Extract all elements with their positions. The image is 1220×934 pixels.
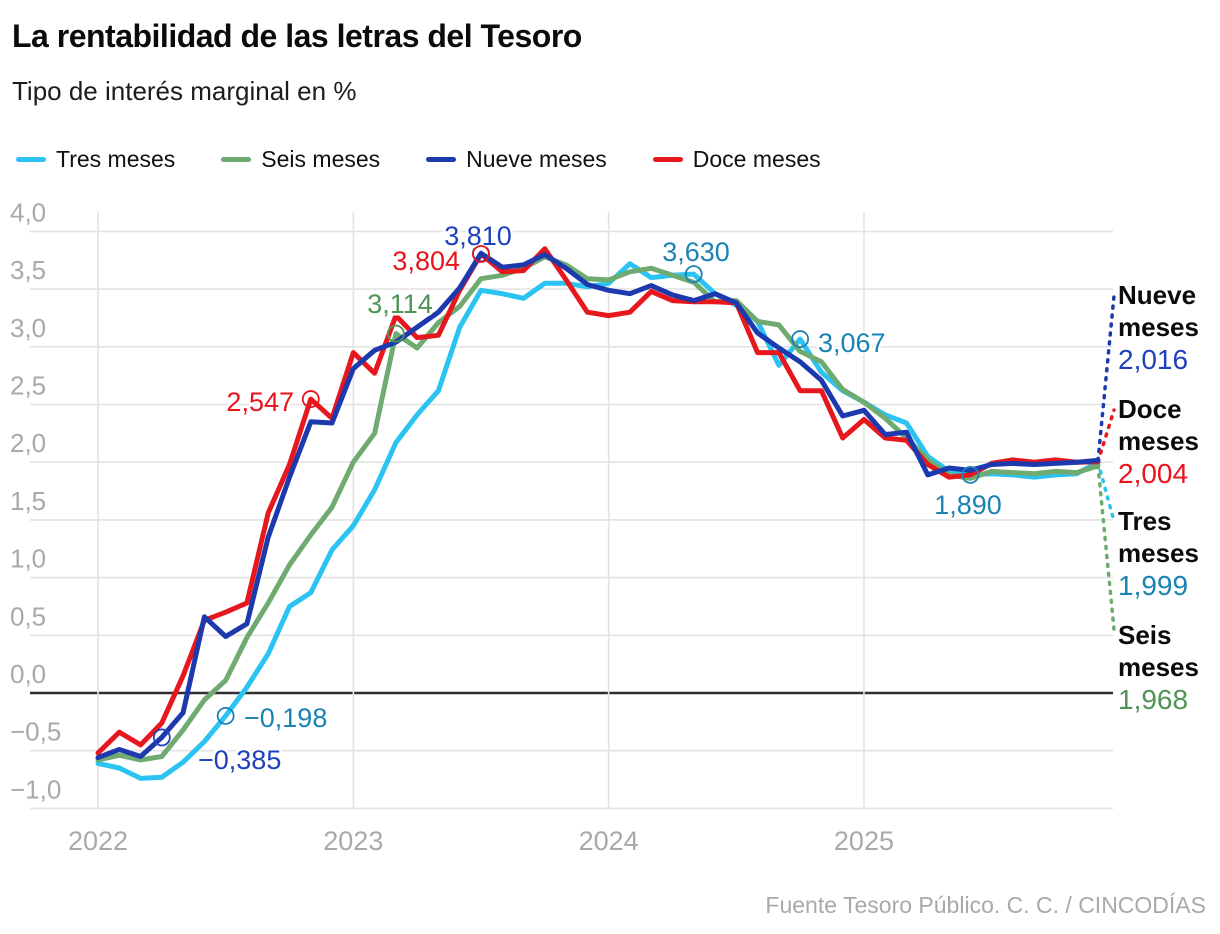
legend-label: Nueve meses bbox=[466, 146, 607, 172]
annotation-marker bbox=[216, 706, 235, 725]
annotation-label: 3,067 bbox=[818, 328, 886, 358]
end-label-series-name: Seis meses bbox=[1118, 620, 1199, 682]
legend-item-doce-meses: Doce meses bbox=[652, 146, 821, 173]
legend-swatch-icon bbox=[16, 157, 46, 162]
x-tick-label: 2024 bbox=[579, 826, 639, 856]
legend-label: Doce meses bbox=[692, 146, 821, 172]
legend-swatch-icon bbox=[426, 157, 457, 162]
y-tick-label: 2,5 bbox=[10, 371, 46, 401]
leader-line bbox=[1096, 464, 1116, 631]
end-label-series-name: Doce meses bbox=[1118, 394, 1199, 456]
y-tick-label: 3,0 bbox=[10, 313, 46, 343]
series-line-seis-meses bbox=[95, 254, 1101, 763]
y-tick-label: 0,0 bbox=[10, 659, 46, 689]
annotation-label: −0,198 bbox=[244, 703, 327, 733]
annotation-label: 3,630 bbox=[662, 237, 730, 267]
series-line-nueve-meses bbox=[95, 250, 1101, 761]
chart-subtitle: Tipo de interés marginal en % bbox=[12, 76, 357, 106]
y-tick-label: 1,5 bbox=[10, 486, 46, 516]
annotation-label: 2,547 bbox=[226, 387, 294, 417]
y-tick-label: 2,0 bbox=[10, 428, 46, 458]
legend-item-tres-meses: Tres meses bbox=[16, 146, 175, 173]
leader-line bbox=[1096, 294, 1116, 463]
end-label-doce-meses: Doce meses 2,004 bbox=[1118, 394, 1220, 490]
annotation-label: −0,385 bbox=[198, 745, 281, 775]
chart-legend: Tres meses Seis meses Nueve meses Doce mese… bbox=[16, 146, 821, 173]
x-tick-label: 2023 bbox=[323, 826, 383, 856]
legend-label: Tres meses bbox=[56, 146, 176, 172]
series-line-doce-meses bbox=[95, 246, 1101, 756]
source-credit: Fuente Tesoro Público. C. C. / CINCODÍAS bbox=[765, 892, 1206, 918]
legend-swatch-icon bbox=[652, 157, 683, 162]
legend-item-seis-meses: Seis meses bbox=[221, 146, 380, 173]
annotation-marker bbox=[386, 324, 405, 343]
annotation-label: 3,804 bbox=[392, 246, 460, 276]
annotation-marker bbox=[152, 728, 171, 747]
end-label-value: 2,016 bbox=[1118, 344, 1189, 376]
legend-item-nueve-meses: Nueve meses bbox=[426, 146, 607, 173]
leader-line bbox=[1096, 408, 1116, 464]
annotation-label: 1,890 bbox=[934, 490, 1002, 520]
y-tick-label: 4,0 bbox=[10, 197, 46, 227]
annotation-marker bbox=[472, 245, 490, 263]
annotation-label: 3,114 bbox=[367, 289, 433, 319]
y-tick-label: −1,0 bbox=[10, 774, 61, 804]
series-line-tres-meses bbox=[95, 261, 1101, 781]
y-tick-label: 1,0 bbox=[10, 544, 46, 574]
end-label-nueve-meses: Nueve meses 2,016 bbox=[1118, 280, 1220, 376]
end-label-series-name: Nueve meses bbox=[1118, 280, 1199, 342]
end-label-value: 1,999 bbox=[1118, 570, 1189, 602]
annotation-label: 3,810 bbox=[444, 221, 512, 251]
page-title: La rentabilidad de las letras del Tesoro bbox=[12, 18, 582, 54]
y-tick-label: 0,5 bbox=[10, 601, 46, 631]
x-tick-label: 2025 bbox=[834, 826, 894, 856]
legend-label: Seis meses bbox=[261, 146, 381, 172]
legend-swatch-icon bbox=[221, 157, 252, 162]
end-label-series-name: Tres meses bbox=[1118, 506, 1199, 568]
annotation-marker bbox=[301, 390, 320, 408]
x-tick-label: 2022 bbox=[68, 826, 128, 856]
annotation-marker bbox=[961, 465, 980, 484]
annotation-marker bbox=[684, 265, 703, 283]
end-label-seis-meses: Seis meses 1,968 bbox=[1118, 620, 1220, 716]
y-tick-label: −0,5 bbox=[10, 717, 61, 747]
end-label-value: 2,004 bbox=[1118, 458, 1189, 490]
end-label-value: 1,968 bbox=[1118, 684, 1189, 716]
y-tick-label: 3,5 bbox=[10, 255, 46, 285]
leader-line bbox=[1096, 460, 1116, 523]
end-label-tres-meses: Tres meses 1,999 bbox=[1118, 506, 1220, 602]
annotation-marker bbox=[791, 330, 810, 348]
